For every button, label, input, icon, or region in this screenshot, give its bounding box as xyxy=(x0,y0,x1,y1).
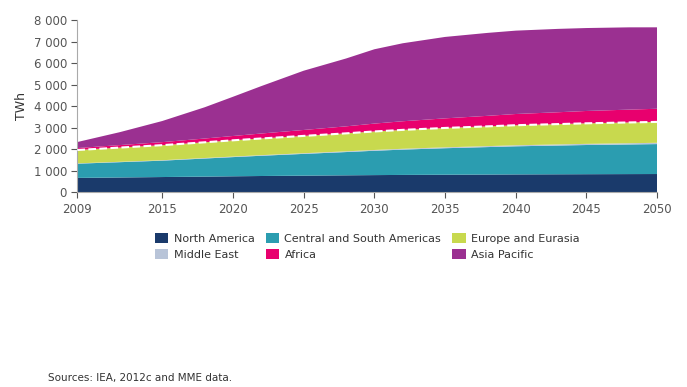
Y-axis label: TWh: TWh xyxy=(15,92,28,120)
Legend: North America, Middle East, Central and South Americas, Africa, Europe and Euras: North America, Middle East, Central and … xyxy=(150,229,584,264)
Text: Sources: IEA, 2012c and MME data.: Sources: IEA, 2012c and MME data. xyxy=(48,373,232,383)
